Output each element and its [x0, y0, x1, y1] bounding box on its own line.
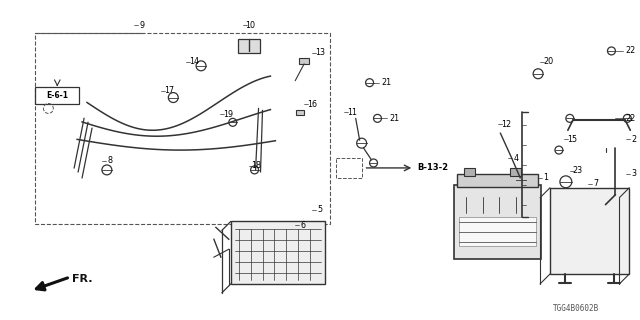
Bar: [35, 87, 79, 105]
Text: 2: 2: [632, 135, 637, 144]
Text: 23: 23: [573, 166, 583, 175]
Bar: [237, 39, 260, 53]
Bar: [457, 174, 538, 187]
Text: 4: 4: [514, 154, 519, 163]
Bar: [550, 188, 629, 274]
Text: 16: 16: [307, 100, 317, 109]
Text: 21: 21: [381, 78, 392, 87]
Text: 5: 5: [317, 205, 323, 214]
Bar: [459, 217, 536, 246]
Bar: [510, 168, 521, 176]
Text: 18: 18: [252, 162, 262, 171]
Bar: [296, 110, 304, 116]
Text: TGG4B0602B: TGG4B0602B: [553, 304, 599, 313]
Text: 1: 1: [543, 173, 548, 182]
Bar: [464, 168, 475, 176]
Text: 20: 20: [543, 57, 553, 66]
Bar: [454, 185, 541, 259]
Bar: [336, 158, 362, 178]
Text: 10: 10: [246, 21, 255, 30]
Text: 17: 17: [164, 86, 174, 95]
Text: 7: 7: [593, 179, 598, 188]
Text: E-6-1: E-6-1: [46, 91, 68, 100]
Text: 22: 22: [625, 114, 636, 123]
Text: 9: 9: [139, 21, 144, 30]
Text: 14: 14: [189, 57, 199, 66]
Text: FR.: FR.: [72, 274, 93, 284]
Text: 15: 15: [567, 135, 577, 144]
Bar: [35, 33, 330, 224]
Text: 12: 12: [501, 120, 511, 129]
Text: 11: 11: [347, 108, 356, 117]
Text: 6: 6: [301, 221, 306, 230]
Text: 22: 22: [625, 46, 636, 55]
Text: 13: 13: [315, 48, 325, 57]
Text: 19: 19: [223, 110, 233, 119]
Bar: [299, 58, 309, 64]
Text: 21: 21: [389, 114, 399, 123]
Text: 3: 3: [632, 169, 637, 178]
Text: B-13-2: B-13-2: [417, 164, 448, 172]
Bar: [231, 221, 325, 284]
Text: 8: 8: [108, 156, 113, 165]
